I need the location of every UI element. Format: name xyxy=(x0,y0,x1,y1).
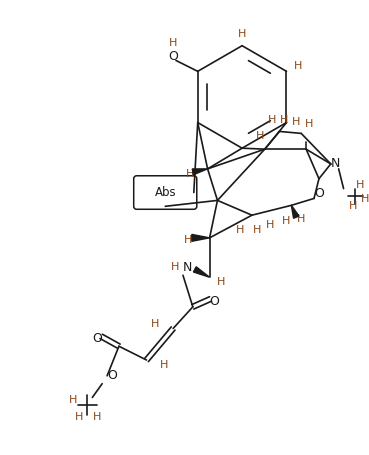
Text: H: H xyxy=(186,169,194,179)
Text: O: O xyxy=(210,295,220,308)
Text: N: N xyxy=(183,261,193,274)
Polygon shape xyxy=(192,169,208,175)
Text: H: H xyxy=(292,116,300,126)
FancyBboxPatch shape xyxy=(134,176,197,209)
Text: H: H xyxy=(256,131,264,142)
Text: H: H xyxy=(282,216,291,226)
Polygon shape xyxy=(292,205,299,218)
Polygon shape xyxy=(193,267,210,277)
Text: H: H xyxy=(361,194,369,204)
Polygon shape xyxy=(192,234,210,241)
Text: O: O xyxy=(314,187,324,200)
Text: H: H xyxy=(184,235,192,245)
Text: O: O xyxy=(107,369,117,382)
Text: H: H xyxy=(305,119,313,129)
Text: O: O xyxy=(168,50,178,63)
Text: H: H xyxy=(171,263,179,273)
Text: H: H xyxy=(217,277,225,287)
Text: H: H xyxy=(68,395,77,405)
Text: H: H xyxy=(238,29,246,39)
Text: H: H xyxy=(280,115,289,125)
Text: O: O xyxy=(92,332,102,345)
Text: Abs: Abs xyxy=(155,186,176,199)
Text: H: H xyxy=(236,225,244,235)
Text: H: H xyxy=(151,318,159,329)
Text: H: H xyxy=(356,180,365,190)
Text: H: H xyxy=(294,61,303,71)
Text: H: H xyxy=(75,412,84,422)
Text: H: H xyxy=(253,225,261,235)
Text: H: H xyxy=(268,115,276,125)
Text: N: N xyxy=(331,157,340,171)
Text: H: H xyxy=(93,412,101,422)
Text: H: H xyxy=(160,360,168,370)
Text: H: H xyxy=(297,214,306,224)
Text: H: H xyxy=(349,201,358,211)
Text: H: H xyxy=(265,220,274,230)
Text: H: H xyxy=(169,38,177,48)
